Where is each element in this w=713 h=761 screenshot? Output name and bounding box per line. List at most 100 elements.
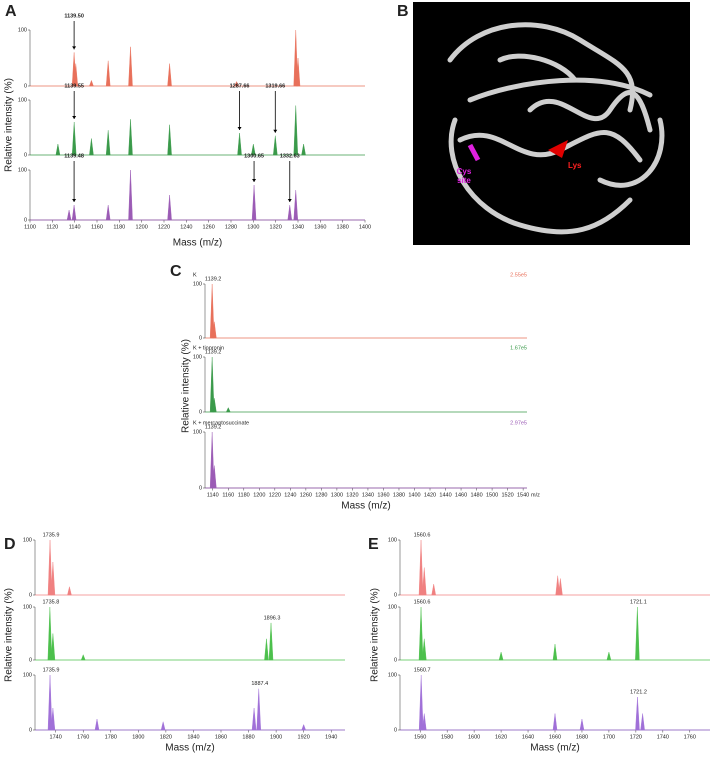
x-tick-label: 1440 — [439, 492, 451, 498]
peak — [606, 652, 612, 661]
peak — [418, 539, 424, 596]
x-tick-label: 1940 — [325, 734, 337, 740]
x-tick-label: 1200 — [253, 492, 265, 498]
x-tick-label: 1400 — [408, 492, 420, 498]
peak — [55, 143, 61, 156]
peak — [94, 718, 100, 731]
y-tick-label: 0 — [394, 657, 397, 663]
x-tick-label: 1240 — [180, 224, 192, 230]
peak — [552, 713, 558, 731]
x-tick-label: 1480 — [470, 492, 482, 498]
panel-letter: E — [368, 536, 379, 553]
peak-label: 1896.3 — [264, 615, 281, 621]
peak — [212, 465, 217, 489]
x-tick-label: 1560 — [414, 734, 426, 740]
peak — [105, 204, 111, 221]
x-tick-label: 1460 — [455, 492, 467, 498]
arrow-head — [72, 116, 77, 119]
x-tick-label: 1680 — [576, 734, 588, 740]
peak — [431, 583, 436, 596]
peak — [418, 674, 424, 731]
ribbon — [597, 117, 665, 188]
y-tick-label: 0 — [199, 335, 202, 341]
peak — [89, 79, 94, 87]
x-tick-label: 1860 — [215, 734, 227, 740]
y-tick-label: 100 — [193, 354, 202, 360]
x-tick-label: 1260 — [203, 224, 215, 230]
x-tick-label: 1420 — [424, 492, 436, 498]
peak-label: 1735.8 — [42, 599, 59, 605]
peak — [558, 578, 563, 596]
peak — [287, 204, 292, 221]
x-tick-label: 1220 — [158, 224, 170, 230]
y-axis-label: Relative intensity (%) — [4, 78, 15, 172]
arrow-head — [72, 199, 77, 202]
peak — [498, 652, 504, 661]
y-tick-label: 100 — [23, 537, 32, 543]
peak-label: 1735.9 — [43, 532, 60, 538]
peak — [555, 575, 560, 596]
peak-label: 1139.2 — [205, 349, 221, 355]
x-axis-label: Mass (m/z) — [165, 743, 214, 754]
peak-label: 1300.65 — [244, 153, 264, 159]
peak — [251, 707, 257, 731]
peak — [422, 713, 427, 731]
peak — [47, 674, 53, 731]
x-tick-label: 1240 — [284, 492, 296, 498]
arrow-head — [72, 46, 77, 50]
ribbon — [447, 22, 636, 113]
cys-label: site — [457, 176, 471, 185]
y-tick-label: 0 — [24, 217, 27, 223]
x-tick-label: 1660 — [549, 734, 561, 740]
peak — [50, 707, 56, 731]
peak-label: 1560.6 — [414, 532, 431, 538]
y-tick-label: 0 — [29, 727, 32, 733]
x-tick-label: 1740 — [50, 734, 62, 740]
x-tick-label: 1160 — [91, 224, 103, 230]
x-tick-label: 1640 — [522, 734, 534, 740]
peak — [295, 57, 301, 87]
x-tick-label: 1360 — [314, 224, 326, 230]
x-tick-label: 1900 — [270, 734, 282, 740]
arrow-head — [252, 179, 257, 182]
peak — [301, 143, 306, 156]
ribbon — [527, 90, 653, 133]
peak — [635, 606, 640, 661]
panel-letter: D — [4, 536, 16, 553]
x-tick-label: 1580 — [441, 734, 453, 740]
peak — [212, 398, 217, 413]
series-name: K + mercaptosuccinate — [193, 420, 249, 426]
y-tick-label: 100 — [23, 604, 32, 610]
peak — [105, 60, 111, 87]
x-tick-label: 1300 — [247, 224, 259, 230]
x-tick-label: 1380 — [393, 492, 405, 498]
x-tick-label: 1620 — [495, 734, 507, 740]
lys-mark — [548, 140, 568, 158]
x-tick-label: 1260 — [300, 492, 312, 498]
cys-label: Cys — [457, 167, 472, 176]
x-unit: m/z — [531, 492, 540, 498]
peak — [105, 130, 111, 156]
x-tick-label: 1100 — [24, 224, 36, 230]
peak-label: 1139.50 — [64, 13, 84, 19]
peak-label: 1735.9 — [43, 667, 60, 673]
x-axis-label: Mass (m/z) — [341, 501, 390, 512]
x-tick-label: 1760 — [684, 734, 696, 740]
x-tick-label: 1160 — [222, 492, 234, 498]
x-tick-label: 1300 — [331, 492, 343, 498]
x-tick-label: 1400 — [359, 224, 371, 230]
peak — [73, 63, 79, 87]
peak-label: 1721.1 — [630, 599, 647, 605]
peak-label: 1139.2 — [205, 276, 221, 282]
series-intensity: 2.97e5 — [510, 420, 527, 426]
arrow-head — [273, 129, 278, 133]
x-tick-label: 1320 — [346, 492, 358, 498]
peak-label: 1887.4 — [251, 681, 268, 687]
peak — [273, 135, 278, 156]
peak-label: 1319.66 — [265, 83, 285, 89]
x-tick-label: 1140 — [69, 224, 81, 230]
peak — [71, 121, 77, 156]
y-tick-label: 0 — [394, 592, 397, 598]
peak — [251, 184, 257, 221]
